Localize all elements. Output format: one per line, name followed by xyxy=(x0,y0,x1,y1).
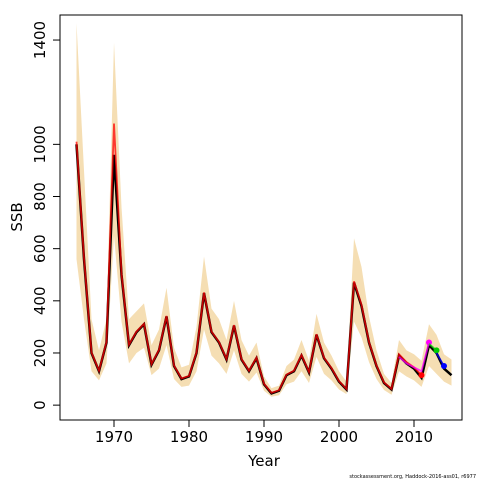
series-end-point xyxy=(433,347,440,354)
series-line xyxy=(75,123,423,394)
y-tick-label: 400 xyxy=(31,287,49,316)
confidence-band xyxy=(76,23,452,397)
series-end-point xyxy=(418,372,425,379)
y-axis-label: SSB xyxy=(8,202,26,231)
x-tick-label: 1990 xyxy=(245,428,283,446)
y-tick-label: 0 xyxy=(31,400,49,410)
plot-frame xyxy=(59,14,463,421)
x-tick-label: 1970 xyxy=(95,428,133,446)
series-end-point xyxy=(441,363,447,370)
series-line xyxy=(398,342,430,373)
y-tick-label: 800 xyxy=(31,182,49,211)
x-axis-label: Year xyxy=(247,452,281,470)
y-tick-label: 600 xyxy=(31,234,49,263)
footnote: stockassessment.org, Haddock-2016-ass01,… xyxy=(349,474,476,480)
x-tick-label: 2000 xyxy=(320,428,358,446)
x-tick-label: 1980 xyxy=(170,428,208,446)
y-tick-label: 1000 xyxy=(31,125,49,163)
y-tick-label: 200 xyxy=(31,339,49,368)
y-tick-label: 1400 xyxy=(31,21,49,59)
x-tick-label: 2010 xyxy=(395,428,433,446)
